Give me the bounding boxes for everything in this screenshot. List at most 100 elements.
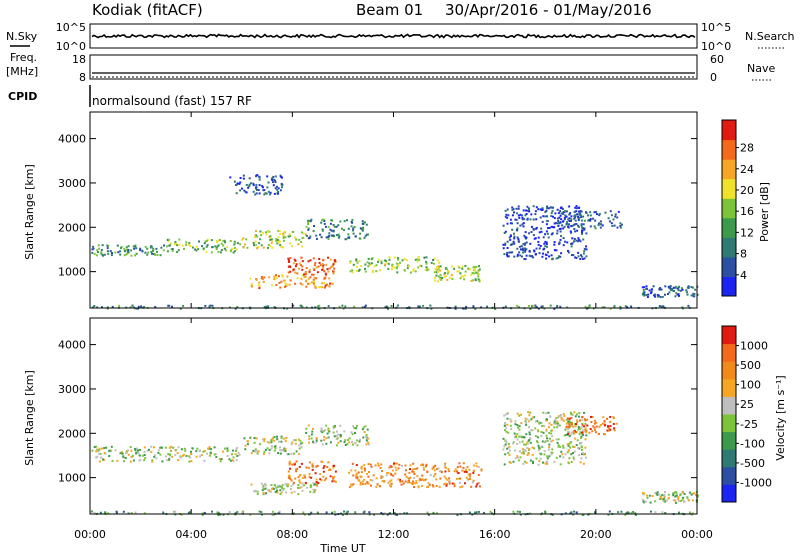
range-gate-cell: [659, 496, 662, 499]
range-gate-cell: [279, 286, 282, 289]
range-gate-cell: [435, 271, 438, 274]
range-gate-cell: [395, 262, 398, 265]
range-gate-cell: [385, 474, 388, 477]
range-gate-cell: [368, 264, 371, 267]
range-gate-cell: [650, 292, 652, 294]
range-gate-cell: [370, 484, 372, 487]
range-gate-cell: [560, 252, 563, 255]
range-gate-cell: [352, 425, 355, 428]
range-gate-cell: [101, 306, 103, 309]
range-gate-cell: [280, 182, 283, 185]
range-gate-cell: [287, 259, 290, 262]
range-gate-cell: [359, 481, 362, 484]
range-gate-cell: [265, 192, 268, 195]
range-gate-cell: [346, 443, 349, 446]
range-gate-cell: [146, 247, 149, 250]
station-title: Kodiak (fitACF): [92, 1, 203, 19]
colorbar-segment: [722, 178, 736, 199]
range-gate-cell: [579, 419, 581, 422]
range-gate-cell: [517, 205, 520, 208]
range-gate-cell: [561, 453, 564, 456]
range-gate-cell: [172, 446, 175, 449]
range-gate-cell: [321, 263, 324, 265]
range-gate-cell: [111, 305, 114, 308]
range-gate-cell: [457, 265, 460, 268]
range-gate-cell: [410, 271, 412, 274]
range-gate-cell: [116, 459, 119, 462]
range-gate-cell: [669, 285, 672, 287]
range-gate-cell: [303, 513, 306, 516]
range-gate-cell: [249, 277, 252, 280]
range-gate-cell: [300, 277, 303, 280]
range-gate-cell: [563, 434, 566, 437]
range-gate-cell: [522, 225, 525, 228]
range-gate-cell: [539, 457, 542, 460]
range-gate-cell: [324, 429, 327, 432]
range-gate-cell: [458, 462, 461, 465]
range-gate-cell: [194, 248, 197, 251]
range-gate-cell: [337, 441, 340, 444]
range-gate-cell: [588, 304, 591, 307]
range-gate-cell: [518, 251, 521, 254]
range-gate-cell: [568, 213, 571, 216]
range-gate-cell: [476, 483, 479, 486]
range-gate-cell: [188, 455, 191, 458]
range-gate-cell: [526, 205, 529, 208]
colorbar-segment: [722, 378, 736, 397]
range-gate-cell: [667, 493, 670, 496]
range-gate-cell: [333, 464, 336, 467]
range-gate-cell: [512, 442, 515, 445]
range-gate-cell: [265, 231, 267, 234]
range-gate-cell: [177, 446, 180, 449]
range-gate-cell: [475, 465, 478, 468]
range-gate-cell: [550, 451, 553, 454]
range-gate-cell: [275, 185, 278, 188]
range-gate-cell: [190, 453, 193, 456]
range-gate-cell: [377, 260, 380, 263]
range-gate-cell: [299, 264, 302, 267]
range-gate-cell: [137, 451, 140, 454]
range-gate-cell: [388, 484, 391, 487]
range-gate-cell: [337, 433, 340, 436]
range-gate-cell: [258, 285, 261, 287]
range-gate-cell: [555, 257, 558, 260]
range-gate-cell: [574, 219, 577, 222]
range-gate-cell: [654, 511, 657, 514]
range-gate-cell: [456, 477, 458, 480]
range-gate-cell: [511, 228, 514, 231]
range-gate-cell: [299, 474, 302, 477]
range-gate-cell: [534, 253, 537, 256]
range-gate-cell: [490, 512, 493, 515]
range-gate-cell: [609, 425, 612, 427]
range-gate-cell: [233, 250, 236, 253]
range-gate-cell: [262, 281, 265, 283]
range-gate-cell: [645, 285, 648, 288]
range-gate-cell: [285, 437, 288, 440]
range-gate-cell: [582, 452, 585, 454]
range-gate-cell: [529, 441, 532, 444]
range-gate-cell: [345, 511, 348, 514]
range-gate-cell: [685, 291, 688, 294]
range-gate-cell: [393, 462, 395, 465]
range-gate-cell: [664, 491, 666, 493]
range-gate-cell: [560, 206, 563, 209]
range-gate-cell: [503, 424, 506, 427]
range-gate-cell: [544, 440, 547, 443]
range-gate-cell: [578, 415, 580, 418]
range-gate-cell: [117, 251, 120, 254]
range-gate-cell: [360, 265, 363, 267]
range-gate-cell: [413, 473, 416, 475]
range-gate-cell: [307, 466, 310, 469]
range-gate-cell: [390, 305, 393, 307]
range-gate-cell: [546, 205, 549, 208]
range-gate-cell: [634, 513, 637, 516]
range-gate-cell: [290, 488, 292, 490]
range-gate-cell: [584, 438, 587, 441]
range-gate-cell: [587, 214, 589, 217]
range-gate-cell: [466, 466, 469, 469]
range-gate-cell: [288, 233, 291, 236]
range-gate-cell: [333, 259, 336, 262]
range-gate-cell: [236, 306, 239, 309]
range-gate-cell: [529, 308, 532, 310]
